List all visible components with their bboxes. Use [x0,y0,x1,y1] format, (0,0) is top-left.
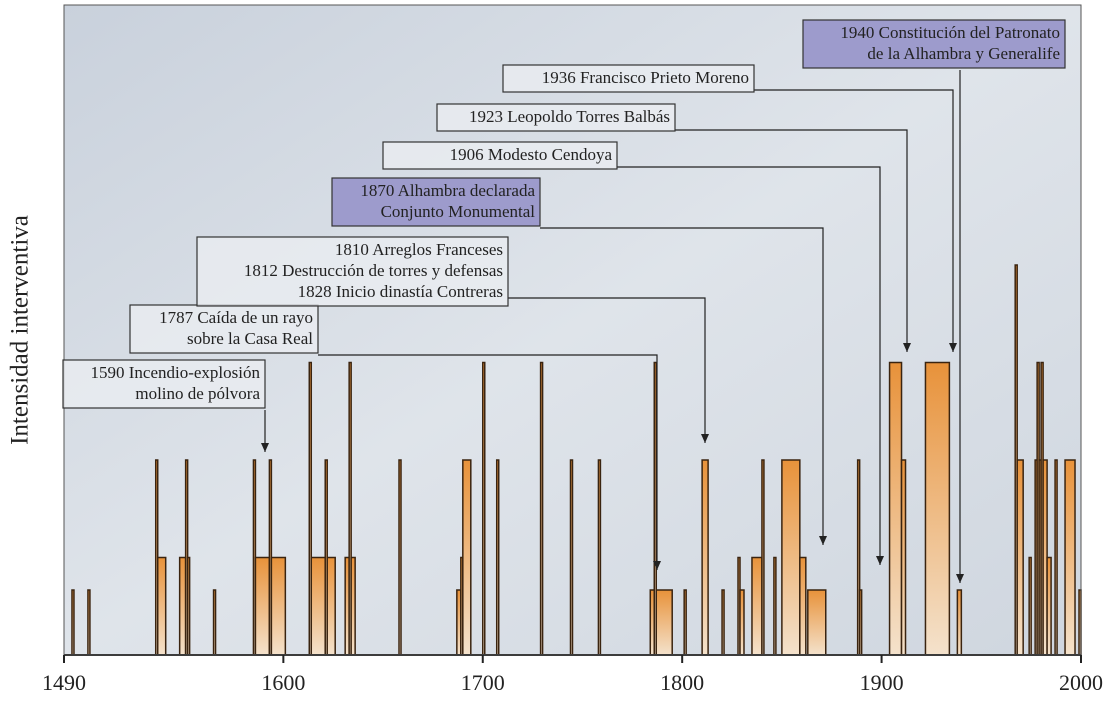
annotation-text: sobre la Casa Real [187,329,313,348]
step-bar [271,558,285,656]
step-bar [1065,460,1075,655]
step-bar [808,590,826,655]
annotation-text: 1810 Arreglos Franceses [335,240,503,259]
step-bar [890,363,902,656]
annotation-text: 1936 Francisco Prieto Moreno [542,68,749,87]
step-bar [351,558,355,656]
annotation-text: Conjunto Monumental [381,202,536,221]
x-tick-label: 2000 [1059,670,1103,695]
x-tick-label: 1490 [42,670,86,695]
annotation-text: molino de pólvora [135,384,260,403]
x-tick-label: 1700 [461,670,505,695]
step-bar [541,363,543,656]
step-bar [483,363,485,656]
step-bar [752,558,762,656]
step-bar [72,590,74,655]
step-bar [180,558,186,656]
step-bar [1017,460,1023,655]
step-bar [571,460,573,655]
annotation-text: 1906 Modesto Cendoya [450,145,613,164]
y-axis-label: Intensidad interventiva [7,215,34,445]
x-tick-label: 1900 [860,670,904,695]
step-bar [902,460,906,655]
step-bar [774,558,776,656]
step-bar [158,558,166,656]
step-bar [1029,558,1031,656]
step-bar [497,460,499,655]
step-bar [925,363,949,656]
annotation-text: 1870 Alhambra declarada [360,181,535,200]
annotation-text: 1940 Constitución del Patronato [840,23,1060,42]
step-bar [88,590,90,655]
step-bar [684,590,686,655]
step-bar [860,590,862,655]
step-bar [722,590,724,655]
annotation-text: 1923 Leopoldo Torres Balbás [469,107,670,126]
step-bar [327,558,335,656]
step-bar [656,590,672,655]
step-bar [740,590,744,655]
step-bar [800,558,806,656]
step-bar [957,590,961,655]
step-bar [399,460,401,655]
step-bar [1055,460,1057,655]
step-bar [311,558,325,656]
step-bar [463,460,471,655]
annotation-text: de la Alhambra y Generalife [867,44,1060,63]
annotation-text: 1590 Incendio-explosión [91,363,261,382]
step-bar [762,460,764,655]
annotation-text: 1787 Caída de un rayo [159,308,313,327]
step-bar [782,460,800,655]
x-tick-label: 1800 [660,670,704,695]
chart: Intensidad interventiva 1490 1600 1700 1800… [0,0,1109,706]
step-bar [188,558,190,656]
step-bar [1047,558,1051,656]
annotation-text: 1828 Inicio dinastía Contreras [298,282,503,301]
step-bar [214,590,216,655]
x-tick-label: 1600 [261,670,305,695]
step-bar [702,460,708,655]
step-bar [598,460,600,655]
annotation-text: 1812 Destrucción de torres y defensas [244,261,503,280]
step-bar [255,558,269,656]
